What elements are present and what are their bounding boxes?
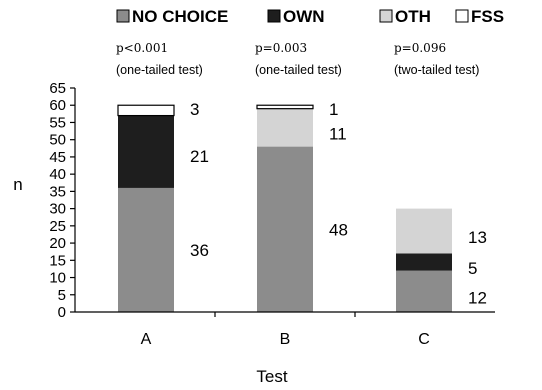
y-tick-label: 65 (49, 80, 66, 97)
legend-swatch-own (267, 9, 281, 23)
bar-segment-a-own (118, 115, 174, 188)
data-label: 36 (190, 241, 209, 260)
bars (117, 104, 452, 312)
test-type-label: (two-tailed test) (394, 63, 479, 77)
data-label: 21 (190, 147, 209, 166)
data-label: 13 (468, 228, 487, 247)
y-tick-label: 60 (49, 97, 66, 114)
y-tick-label: 50 (49, 132, 66, 149)
x-axis: A B C (75, 311, 495, 348)
p-value-label: p=0.096 (394, 41, 446, 55)
legend-swatch-oth (379, 9, 393, 23)
legend-label: NO CHOICE (132, 7, 228, 26)
x-axis-label: Test (256, 367, 287, 386)
legend-swatch-no-choice (116, 9, 130, 23)
y-tick-label: 55 (49, 114, 66, 131)
bar-segment-b-no-choice (257, 146, 313, 312)
x-tick-label: C (418, 331, 430, 348)
x-tick-label: B (280, 331, 291, 348)
y-tick-label: 10 (49, 270, 66, 287)
bar-segment-a-no-choice (118, 187, 174, 312)
data-label: 11 (329, 125, 347, 144)
y-axis-label: n (13, 175, 22, 194)
data-label: 3 (190, 100, 199, 119)
p-value-label: p=0.003 (255, 41, 307, 55)
bar-segment-c-no-choice (396, 270, 452, 312)
y-tick-label: 5 (58, 287, 66, 304)
data-label: 48 (329, 220, 348, 239)
y-tick-label: 0 (58, 304, 66, 321)
legend-label: OWN (283, 7, 325, 26)
data-label: 12 (468, 288, 487, 307)
test-type-label: (one-tailed test) (116, 63, 203, 77)
y-tick-label: 30 (49, 201, 66, 218)
y-tick-label: 40 (49, 166, 66, 183)
y-tick-label: 15 (49, 252, 66, 269)
y-tick-label: 45 (49, 149, 66, 166)
data-label: 5 (468, 259, 477, 278)
y-tick-label: 25 (49, 218, 66, 235)
p-value-annotations: p<0.001 (one-tailed test) p=0.003 (one-tail… (116, 41, 479, 77)
bar-segment-b-oth (257, 108, 313, 147)
bar-segment-c-own (396, 253, 452, 271)
y-tick-label: 35 (49, 183, 66, 200)
legend-label: FSS (471, 7, 504, 26)
bar-segment-b-fss (256, 104, 314, 110)
bar-segment-a-fss (117, 104, 175, 117)
x-tick-label: A (141, 331, 152, 348)
p-value-label: p<0.001 (116, 41, 168, 55)
legend: NO CHOICE OWN OTH FSS (116, 7, 504, 26)
data-label: 1 (329, 100, 338, 119)
bar-segment-c-oth (396, 208, 452, 254)
legend-label: OTH (395, 7, 431, 26)
y-tick-label: 20 (49, 235, 66, 252)
test-type-label: (one-tailed test) (255, 63, 342, 77)
legend-swatch-fss (455, 9, 469, 23)
